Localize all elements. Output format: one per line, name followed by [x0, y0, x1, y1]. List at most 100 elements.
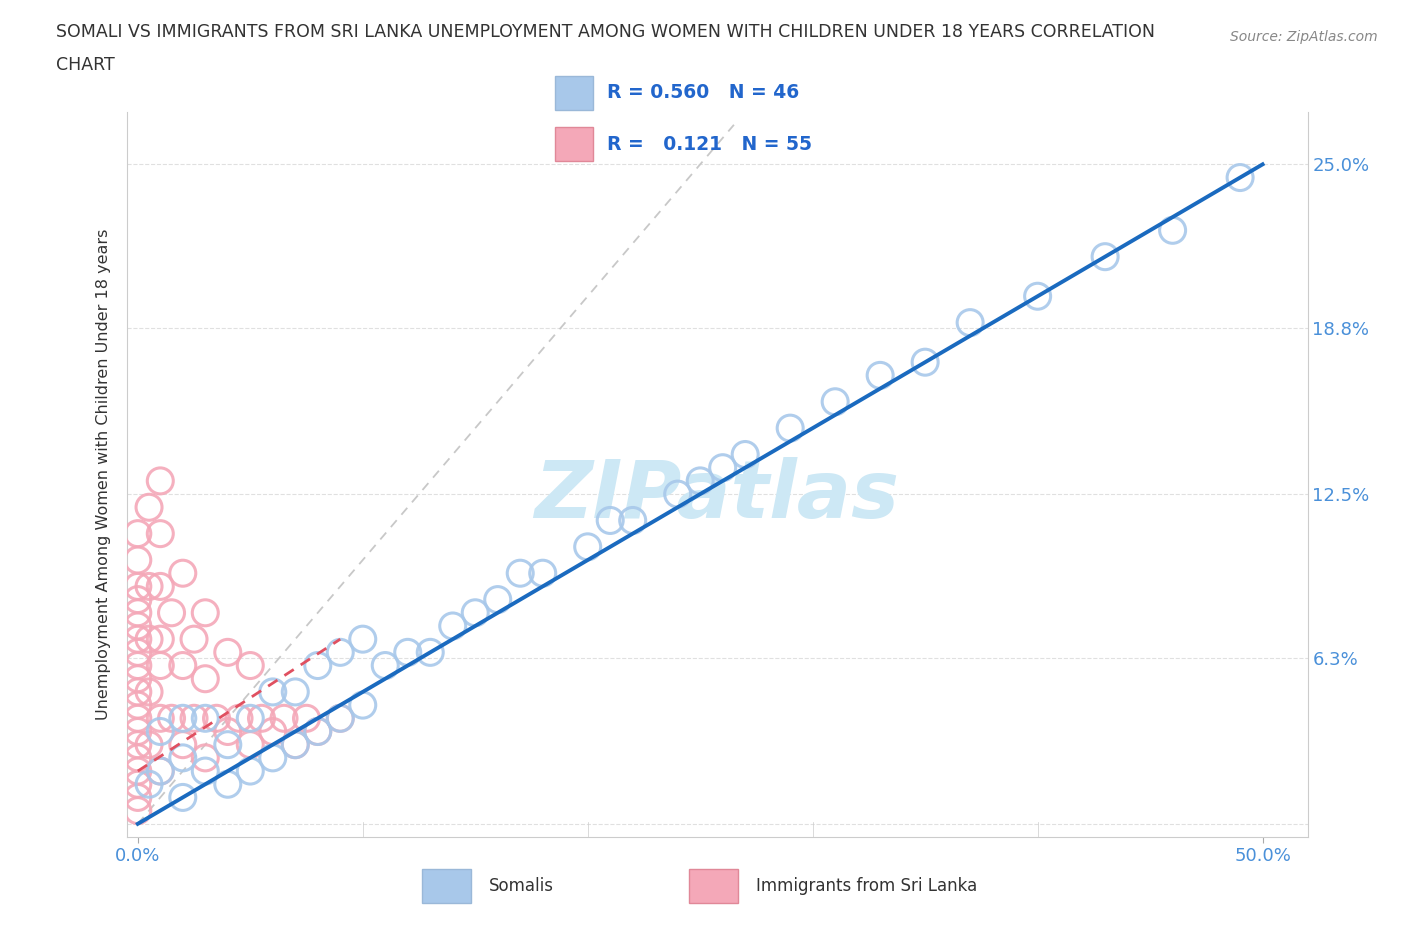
Point: [149, 711, 172, 725]
Point: [352, 631, 374, 646]
Point: [172, 658, 194, 673]
Point: [329, 711, 352, 725]
Text: R =   0.121   N = 55: R = 0.121 N = 55: [607, 135, 811, 153]
Point: [160, 605, 183, 620]
Point: [509, 565, 531, 580]
FancyBboxPatch shape: [555, 127, 593, 162]
Point: [1026, 289, 1049, 304]
Point: [576, 539, 599, 554]
Point: [138, 499, 160, 514]
Point: [239, 737, 262, 752]
Point: [295, 711, 318, 725]
Point: [194, 711, 217, 725]
Point: [127, 618, 149, 633]
Point: [599, 513, 621, 528]
Point: [127, 751, 149, 765]
Point: [127, 552, 149, 567]
Point: [689, 473, 711, 488]
Text: ZIPatlas: ZIPatlas: [534, 457, 900, 535]
Point: [127, 737, 149, 752]
Point: [149, 764, 172, 778]
Point: [396, 644, 419, 659]
Point: [127, 579, 149, 594]
Point: [217, 777, 239, 791]
Point: [138, 684, 160, 699]
Point: [205, 711, 228, 725]
Text: Source: ZipAtlas.com: Source: ZipAtlas.com: [1230, 30, 1378, 44]
Point: [779, 420, 801, 435]
Point: [172, 751, 194, 765]
Point: [621, 513, 644, 528]
Point: [250, 711, 273, 725]
Point: [217, 644, 239, 659]
Point: [374, 658, 396, 673]
Point: [284, 737, 307, 752]
Point: [217, 737, 239, 752]
Point: [183, 631, 205, 646]
Point: [194, 751, 217, 765]
Point: [711, 460, 734, 475]
Point: [149, 764, 172, 778]
Point: [217, 724, 239, 739]
Point: [127, 644, 149, 659]
Point: [127, 764, 149, 778]
Point: [127, 526, 149, 541]
Point: [127, 777, 149, 791]
Point: [824, 394, 846, 409]
Point: [307, 658, 329, 673]
Point: [127, 671, 149, 686]
Point: [262, 751, 284, 765]
Point: [149, 658, 172, 673]
Point: [127, 605, 149, 620]
FancyBboxPatch shape: [689, 869, 738, 902]
Point: [734, 447, 756, 462]
Text: Somalis: Somalis: [489, 877, 554, 895]
Point: [138, 737, 160, 752]
Point: [329, 644, 352, 659]
Point: [127, 631, 149, 646]
Point: [127, 711, 149, 725]
FancyBboxPatch shape: [555, 76, 593, 110]
Point: [239, 711, 262, 725]
Point: [127, 684, 149, 699]
Point: [149, 631, 172, 646]
Point: [1161, 223, 1184, 238]
Point: [127, 804, 149, 818]
Point: [284, 684, 307, 699]
Point: [307, 724, 329, 739]
Point: [239, 658, 262, 673]
Point: [149, 526, 172, 541]
Point: [329, 711, 352, 725]
Point: [138, 579, 160, 594]
Text: R = 0.560   N = 46: R = 0.560 N = 46: [607, 84, 799, 102]
Point: [138, 777, 160, 791]
Point: [149, 579, 172, 594]
Point: [869, 368, 891, 383]
Point: [666, 486, 689, 501]
Point: [228, 711, 250, 725]
Point: [138, 631, 160, 646]
Y-axis label: Unemployment Among Women with Children Under 18 years: Unemployment Among Women with Children U…: [96, 229, 111, 720]
Point: [172, 737, 194, 752]
Point: [262, 684, 284, 699]
Point: [1229, 170, 1251, 185]
Point: [531, 565, 554, 580]
Point: [127, 698, 149, 712]
Point: [486, 592, 509, 607]
Point: [172, 565, 194, 580]
Point: [464, 605, 486, 620]
Point: [127, 790, 149, 804]
Point: [284, 737, 307, 752]
Point: [172, 790, 194, 804]
Point: [194, 605, 217, 620]
Point: [239, 764, 262, 778]
Point: [160, 711, 183, 725]
Point: [127, 658, 149, 673]
Point: [149, 724, 172, 739]
Point: [194, 764, 217, 778]
Point: [172, 711, 194, 725]
Point: [352, 698, 374, 712]
Point: [419, 644, 441, 659]
Text: CHART: CHART: [56, 56, 115, 73]
Point: [914, 354, 936, 369]
